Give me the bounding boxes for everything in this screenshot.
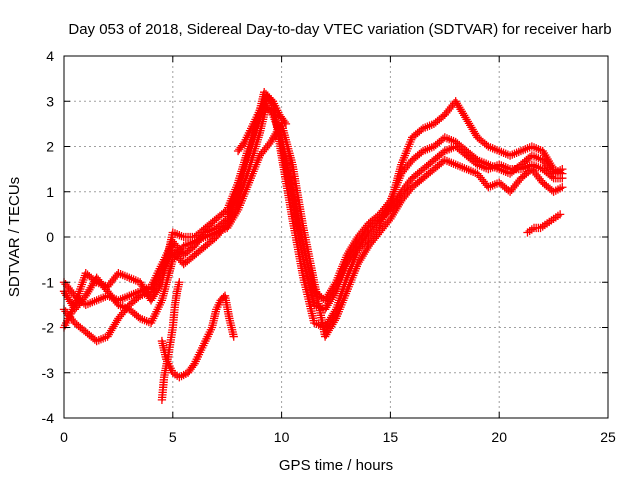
series-trace-h — [523, 210, 565, 237]
y-tick-label: -1 — [42, 274, 55, 290]
y-tick-label: -2 — [42, 320, 55, 336]
axis-ticks: 0 5 10 15 20 25 -4 -3 -2 -1 0 1 2 3 4 — [42, 48, 616, 445]
data-point — [175, 278, 184, 287]
series-trace-d — [59, 119, 567, 341]
y-tick-label: -3 — [42, 365, 55, 381]
x-axis-label: GPS time / hours — [279, 457, 393, 474]
y-tick-label: 4 — [46, 48, 54, 64]
series-trace-f — [157, 291, 238, 382]
series-trace-e — [233, 92, 291, 156]
x-tick-label: 10 — [274, 429, 290, 445]
gridlines — [64, 56, 608, 418]
y-tick-label: -4 — [42, 410, 55, 426]
x-tick-label: 5 — [169, 429, 177, 445]
chart-title: Day 053 of 2018, Sidereal Day-to-day VTE… — [68, 21, 611, 38]
y-tick-label: 1 — [46, 184, 54, 200]
x-tick-label: 25 — [600, 429, 616, 445]
data-point — [281, 119, 291, 129]
data-points — [59, 88, 567, 405]
data-point — [558, 183, 567, 192]
y-tick-label: 2 — [46, 139, 54, 155]
y-axis-label: SDTVAR / TECUs — [6, 177, 23, 297]
x-tick-label: 0 — [60, 429, 68, 445]
data-point — [229, 332, 238, 341]
y-tick-label: 3 — [46, 93, 54, 109]
data-point — [555, 210, 565, 219]
y-tick-label: 0 — [46, 229, 54, 245]
x-tick-label: 15 — [383, 429, 399, 445]
series-trace-g — [157, 278, 184, 405]
data-point — [558, 169, 567, 178]
x-tick-label: 20 — [491, 429, 507, 445]
